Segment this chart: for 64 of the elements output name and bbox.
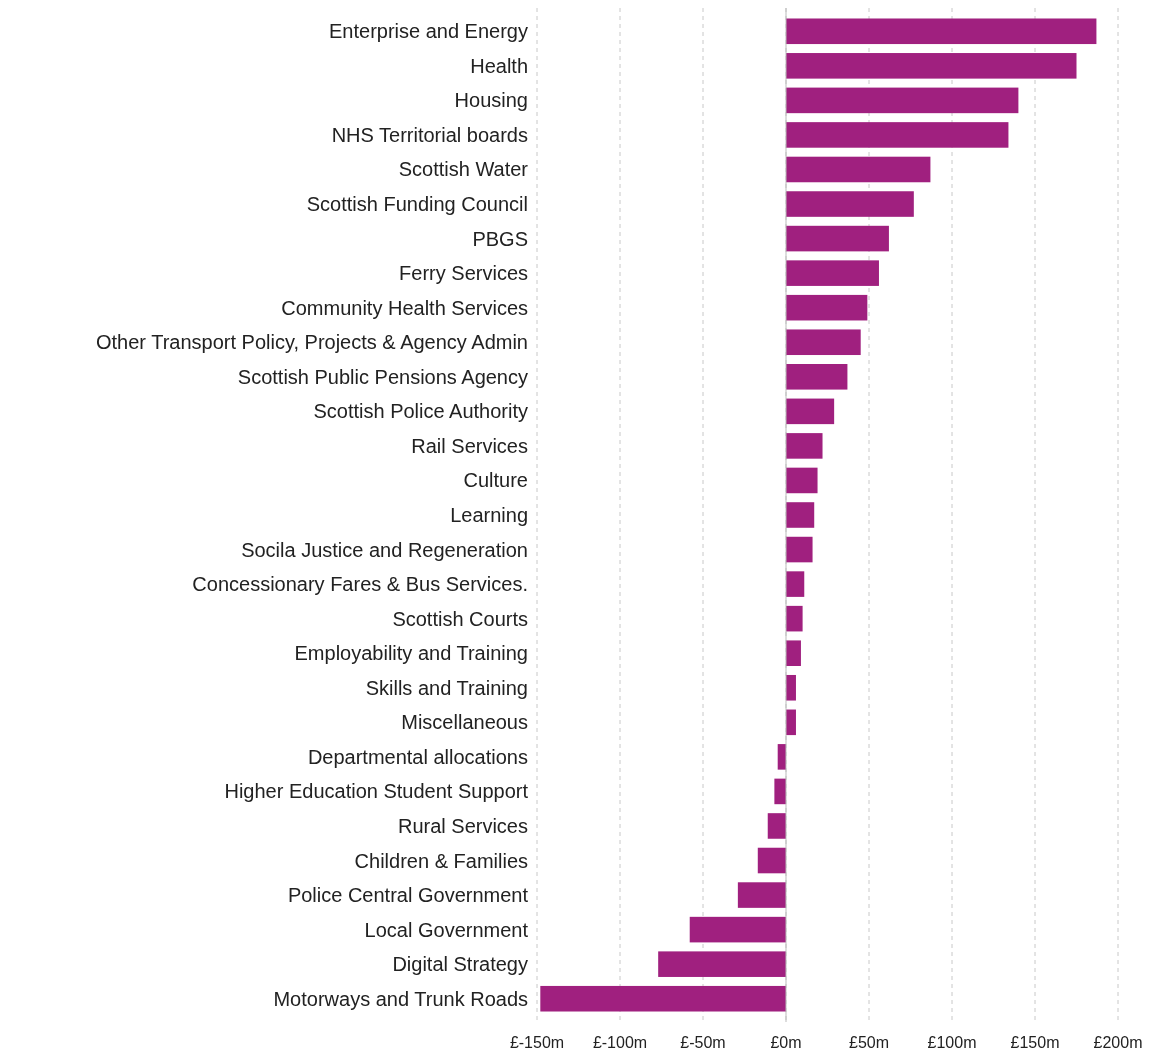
bar xyxy=(786,571,805,597)
y-tick-label: Children & Families xyxy=(354,849,528,872)
bar xyxy=(689,916,786,943)
bar xyxy=(786,329,861,356)
bar xyxy=(757,847,786,874)
y-tick-label: Higher Education Student Support xyxy=(224,780,529,803)
y-tick-label: Miscellaneous xyxy=(401,711,528,734)
x-tick-label: £50m xyxy=(848,1034,890,1051)
y-tick-label: Rural Services xyxy=(397,814,528,837)
y-tick-label: Departmental allocations xyxy=(307,745,528,768)
y-tick-label: Scottish Public Pensions Agency xyxy=(237,365,528,388)
bar xyxy=(786,225,889,252)
y-tick-label: Police Central Government xyxy=(287,884,529,907)
bar xyxy=(786,674,796,701)
bar xyxy=(786,398,835,425)
bar xyxy=(540,985,786,1012)
x-tick-label: £0m xyxy=(770,1034,802,1051)
y-tick-label: Socila Justice and Regeneration xyxy=(241,538,528,561)
x-tick-label: £-100m xyxy=(592,1034,648,1051)
bar xyxy=(786,467,818,494)
y-tick-label: Health xyxy=(470,54,528,77)
y-tick-label: Skills and Training xyxy=(365,676,528,699)
bar xyxy=(737,882,786,908)
y-tick-label: Scottish Water xyxy=(398,158,529,181)
bar xyxy=(658,951,786,977)
bar xyxy=(786,53,1077,79)
bar xyxy=(786,87,1019,114)
y-tick-label: Other Transport Policy, Projects & Agency Admin xyxy=(95,331,528,354)
y-tick-label: Concessionary Fares & Bus Services. xyxy=(192,573,528,596)
y-tick-label: Enterprise and Energy xyxy=(328,20,528,43)
y-tick-label: Housing xyxy=(454,89,528,112)
y-tick-label: Learning xyxy=(450,504,528,526)
bar xyxy=(786,260,879,286)
y-tick-label: Ferry Services xyxy=(399,262,528,285)
bar xyxy=(786,294,868,321)
bar xyxy=(786,640,801,666)
y-tick-label: Community Health Services xyxy=(281,296,528,319)
x-tick-label: £100m xyxy=(927,1034,977,1051)
y-tick-label: Scottish Funding Council xyxy=(306,193,528,216)
y-tick-label: Rail Services xyxy=(411,434,528,457)
bar xyxy=(786,122,1009,148)
bar xyxy=(786,364,848,390)
bar xyxy=(767,813,786,839)
y-tick-label: PBGS xyxy=(472,227,528,250)
y-tick-label: Scottish Police Authority xyxy=(313,400,528,423)
bar xyxy=(786,502,815,528)
bar xyxy=(786,156,931,183)
y-tick-label: NHS Territorial boards xyxy=(331,123,528,146)
bar xyxy=(786,536,813,563)
bar xyxy=(774,778,786,805)
y-tick-label: Motorways and Trunk Roads xyxy=(273,987,528,1010)
bar xyxy=(786,605,803,632)
bar xyxy=(786,433,823,459)
y-tick-label: Scottish Courts xyxy=(392,607,528,630)
bar xyxy=(786,18,1097,45)
x-tick-label: £-150m xyxy=(509,1034,565,1051)
x-tick-label: £200m xyxy=(1093,1034,1143,1051)
x-tick-label: £-50m xyxy=(680,1034,726,1051)
y-tick-label: Digital Strategy xyxy=(392,953,528,976)
y-tick-label: Local Government xyxy=(364,918,529,941)
bar xyxy=(786,191,914,217)
y-tick-label: Employability and Training xyxy=(294,642,528,665)
y-tick-label: Culture xyxy=(463,469,528,492)
x-tick-label: £150m xyxy=(1010,1034,1060,1051)
